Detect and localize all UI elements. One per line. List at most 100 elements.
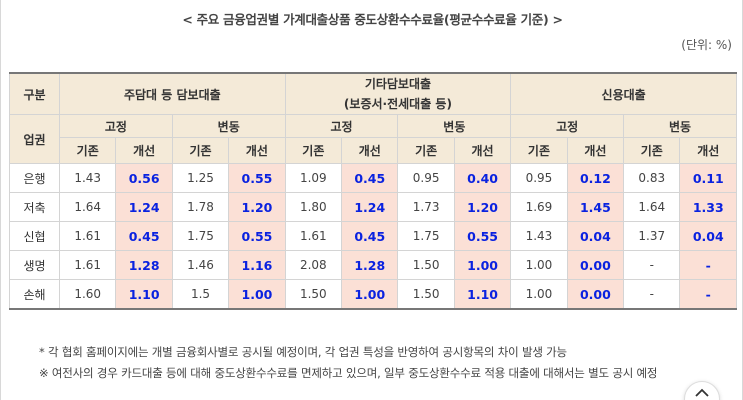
new-rate-cell: 0.45 [115, 221, 173, 251]
new-rate-cell: 0.55 [453, 221, 512, 251]
old-rate-cell: 1.61 [58, 250, 117, 280]
old-rate-cell: 1.43 [58, 163, 117, 193]
old-rate-cell: 0.95 [397, 163, 455, 193]
old-rate-cell: 2.08 [284, 250, 343, 280]
header-col-new: 개선 [566, 137, 625, 164]
sector-cell: 은행 [9, 163, 60, 193]
table-row-bank: 은행 1.43 0.56 1.25 0.55 1.09 0.45 0.95 0.… [9, 163, 737, 193]
new-rate-cell: 0.00 [566, 279, 625, 310]
header-group-credit: 신용대출 [510, 72, 737, 115]
old-rate-cell: 1.09 [284, 163, 343, 193]
sector-cell: 손해 [9, 279, 60, 310]
header-col-old: 기존 [510, 137, 568, 164]
new-rate-cell: - [679, 250, 737, 280]
table-row-credit-union: 신협 1.61 0.45 1.75 0.55 1.61 0.45 1.75 0.… [9, 221, 737, 251]
old-rate-cell: - [623, 279, 681, 310]
new-rate-cell: 1.20 [228, 192, 286, 222]
new-rate-cell: 1.00 [228, 279, 286, 310]
footnote-card-lenders: ※ 여전사의 경우 카드대출 등에 대해 중도상환수수료를 면제하고 있으며, … [39, 366, 658, 380]
new-rate-cell: 1.33 [679, 192, 737, 222]
old-rate-cell: 1.61 [58, 221, 117, 251]
header-col-new: 개선 [453, 137, 512, 164]
header-col-old: 기존 [623, 137, 681, 164]
old-rate-cell: 1.50 [284, 279, 343, 310]
sector-cell: 생명 [9, 250, 60, 280]
new-rate-cell: 1.20 [453, 192, 512, 222]
scroll-to-top-button[interactable] [684, 381, 720, 400]
table-row-savings-bank: 저축 1.64 1.24 1.78 1.20 1.80 1.24 1.73 1.… [9, 192, 737, 222]
new-rate-cell: 0.56 [115, 163, 173, 193]
new-rate-cell: 1.28 [115, 250, 173, 280]
new-rate-cell: 0.04 [679, 221, 737, 251]
footnote-disclosure: * 각 협회 홈페이지에는 개별 금융회사별로 공시될 예정이며, 각 업권 특… [39, 345, 567, 359]
new-rate-cell: 1.00 [453, 250, 512, 280]
old-rate-cell: 1.73 [397, 192, 455, 222]
new-rate-cell: 0.55 [228, 221, 286, 251]
fee-rate-table: 구분 주담대 등 담보대출 기타담보대출 (보증서·전세대출 등) 신용대출 업… [9, 72, 737, 310]
old-rate-cell: 0.83 [623, 163, 681, 193]
sector-cell: 저축 [9, 192, 60, 222]
new-rate-cell: 1.45 [566, 192, 625, 222]
header-sector: 업권 [9, 114, 60, 164]
header-type-fixed: 고정 [510, 114, 625, 138]
new-rate-cell: 0.55 [228, 163, 286, 193]
header-row-groups: 구분 주담대 등 담보대출 기타담보대출 (보증서·전세대출 등) 신용대출 [9, 72, 737, 115]
header-group-other-secured-line1: 기타담보대출 [364, 77, 432, 91]
new-rate-cell: 0.45 [341, 221, 399, 251]
unit-label: (단위: %) [681, 38, 732, 52]
new-rate-cell: - [679, 279, 737, 310]
header-type-fixed: 고정 [59, 114, 173, 138]
old-rate-cell: 1.00 [510, 250, 568, 280]
header-col-old: 기존 [58, 137, 117, 164]
new-rate-cell: 1.10 [453, 279, 512, 310]
new-rate-cell: 0.12 [566, 163, 625, 193]
header-type-variable: 변동 [397, 114, 512, 138]
old-rate-cell: 1.50 [397, 250, 455, 280]
header-type-variable: 변동 [623, 114, 737, 138]
new-rate-cell: 1.24 [341, 192, 399, 222]
new-rate-cell: 1.10 [115, 279, 173, 310]
header-col-new: 개선 [115, 137, 173, 164]
old-rate-cell: 1.61 [284, 221, 343, 251]
table-title: < 주요 금융업권별 가계대출상품 중도상환수수료율(평균수수료율 기준) > [182, 12, 563, 27]
header-col-new: 개선 [228, 137, 286, 164]
new-rate-cell: 0.00 [566, 250, 625, 280]
old-rate-cell: 1.64 [58, 192, 117, 222]
header-col-new: 개선 [341, 137, 399, 164]
old-rate-cell: 1.80 [284, 192, 343, 222]
old-rate-cell: 1.46 [171, 250, 230, 280]
table-row-nonlife-insurance: 손해 1.60 1.10 1.5 1.00 1.50 1.00 1.50 1.1… [9, 279, 737, 310]
old-rate-cell: 1.75 [397, 221, 455, 251]
old-rate-cell: 1.37 [623, 221, 681, 251]
header-group-other-secured-line2: (보증서·전세대출 등) [343, 97, 452, 111]
new-rate-cell: 0.45 [341, 163, 399, 193]
header-group-other-secured: 기타담보대출 (보증서·전세대출 등) [284, 72, 512, 115]
new-rate-cell: 0.40 [453, 163, 512, 193]
new-rate-cell: 1.24 [115, 192, 173, 222]
old-rate-cell: 1.25 [171, 163, 230, 193]
table-row-life-insurance: 생명 1.61 1.28 1.46 1.16 2.08 1.28 1.50 1.… [9, 250, 737, 280]
header-group-mortgage: 주담대 등 담보대출 [59, 72, 286, 115]
old-rate-cell: 1.5 [171, 279, 230, 310]
footnotes: * 각 협회 홈페이지에는 개별 금융회사별로 공시될 예정이며, 각 업권 특… [39, 342, 658, 384]
new-rate-cell: 1.16 [228, 250, 286, 280]
old-rate-cell: 1.50 [397, 279, 455, 310]
header-col-old: 기존 [284, 137, 343, 164]
old-rate-cell: 1.64 [623, 192, 681, 222]
old-rate-cell: 1.43 [510, 221, 568, 251]
sector-cell: 신협 [9, 221, 60, 251]
header-type-fixed: 고정 [284, 114, 399, 138]
old-rate-cell: 1.78 [171, 192, 230, 222]
old-rate-cell: 1.69 [510, 192, 568, 222]
old-rate-cell: 1.75 [171, 221, 230, 251]
old-rate-cell: - [623, 250, 681, 280]
chevron-up-icon [695, 382, 709, 400]
new-rate-cell: 0.04 [566, 221, 625, 251]
header-col-new: 개선 [679, 137, 737, 164]
header-row-types: 업권 고정 변동 고정 변동 고정 변동 [9, 114, 737, 164]
old-rate-cell: 1.60 [58, 279, 117, 310]
header-col-old: 기존 [397, 137, 455, 164]
old-rate-cell: 1.00 [510, 279, 568, 310]
new-rate-cell: 1.28 [341, 250, 399, 280]
